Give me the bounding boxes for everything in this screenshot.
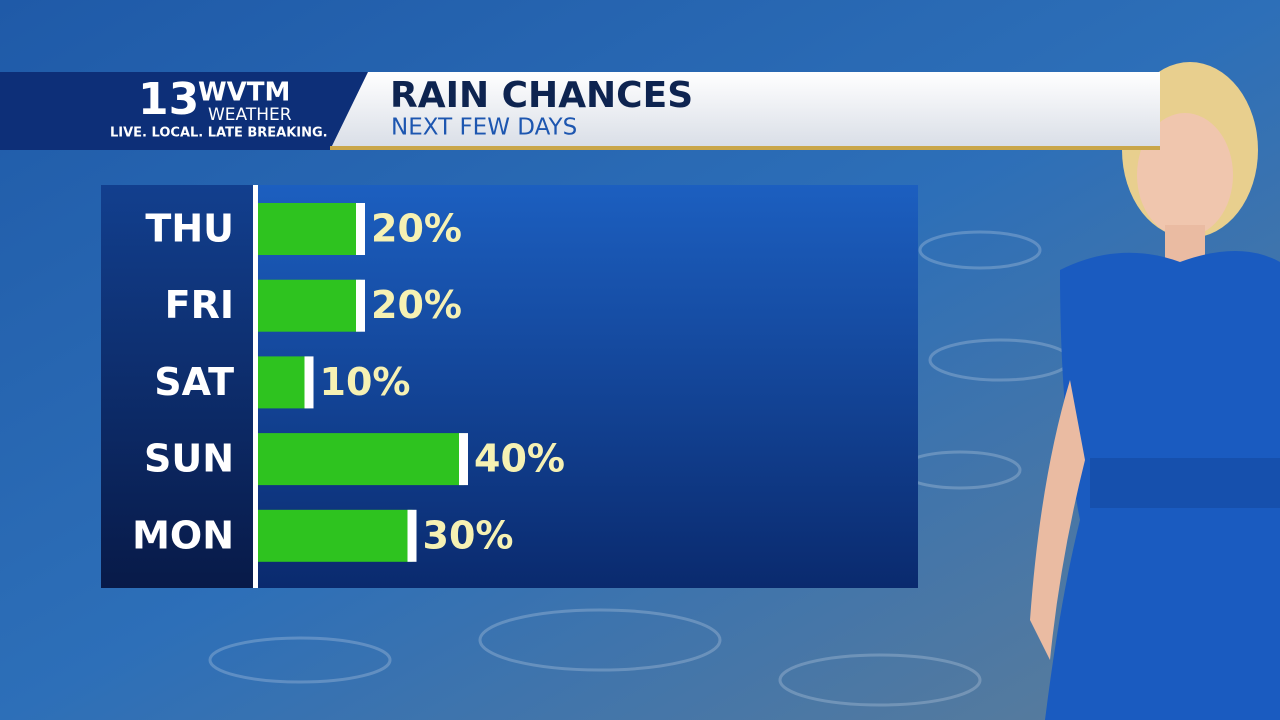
logo-call-sign: WVTM	[198, 78, 290, 108]
bar-cap	[356, 279, 365, 332]
bar	[258, 279, 361, 332]
bar	[258, 509, 413, 562]
category-label: FRI	[165, 283, 234, 327]
logo-brand: WEATHER	[208, 105, 292, 125]
logo-number: 13	[138, 74, 199, 125]
bar-cap	[459, 433, 468, 486]
header-rule	[330, 146, 1160, 150]
presenter	[1030, 62, 1280, 720]
category-label: MON	[132, 513, 234, 557]
bar	[258, 356, 310, 409]
chart-subtitle: NEXT FEW DAYS	[391, 115, 577, 141]
category-label: SUN	[144, 437, 234, 481]
category-label: THU	[145, 207, 234, 251]
bar-cap	[304, 356, 314, 409]
value-label: 20%	[371, 283, 462, 327]
label-column	[101, 185, 253, 588]
bar	[258, 433, 464, 486]
bar	[258, 203, 361, 255]
category-label: SAT	[154, 360, 234, 404]
bar-cap	[356, 203, 365, 255]
bars: THU 20% FRI 20% SAT 10% SUN 40% MON 30%	[132, 203, 565, 562]
chart-title: RAIN CHANCES	[390, 75, 693, 116]
logo-tagline: LIVE. LOCAL. LATE BREAKING.	[110, 126, 328, 141]
value-label: 10%	[320, 360, 411, 404]
axis-line	[253, 185, 258, 588]
logo-panel	[0, 72, 368, 150]
bar-cap	[407, 509, 417, 562]
value-label: 40%	[474, 437, 565, 481]
value-label: 20%	[371, 207, 462, 251]
value-label: 30%	[423, 513, 514, 557]
